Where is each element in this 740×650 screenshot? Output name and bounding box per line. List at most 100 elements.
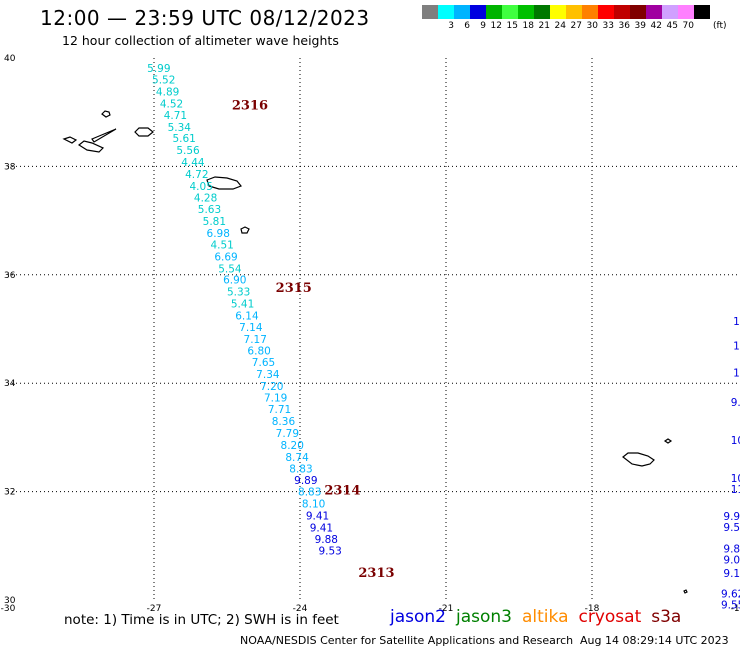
- swh-value: 5.99: [147, 63, 170, 75]
- swh-value: 5.33: [227, 287, 250, 299]
- legend-label: 45: [666, 21, 678, 31]
- swh-value: 5.34: [168, 122, 192, 134]
- legend-swatch: [582, 5, 598, 19]
- swh-value: 5.81: [203, 216, 226, 228]
- legend-label: 36: [618, 21, 630, 31]
- swh-value: 9.41: [306, 510, 329, 522]
- swh-value: 7.20: [260, 381, 283, 393]
- legend-swatch: [438, 5, 454, 19]
- footer-note: note: 1) Time is in UTC; 2) SWH is in fe…: [64, 612, 339, 628]
- partial-track-values: 11 10 11 9.8 10.3 10.411.2 9.979.59 9.819.02 9.1…: [721, 316, 740, 611]
- legend-label: 70: [682, 21, 694, 31]
- swh-value: 11: [733, 367, 740, 379]
- selvagens-island: [683, 589, 688, 594]
- map-grid: [8, 58, 738, 600]
- legend-swatch: [518, 5, 534, 19]
- swh-value: 7.34: [256, 369, 280, 381]
- swh-value: 4.05: [190, 181, 213, 193]
- legend-swatch: [598, 5, 614, 19]
- mission-label-jason2: jason2: [390, 607, 446, 627]
- longitude-tick-label: -24: [293, 604, 308, 614]
- legend-swatch: [550, 5, 566, 19]
- swh-value: 11: [733, 316, 740, 328]
- swh-value: 10.3: [731, 435, 740, 447]
- swh-value: 9.55: [721, 599, 740, 611]
- swh-value: 6.90: [223, 275, 246, 287]
- mission-label-jason3: jason3: [456, 607, 512, 627]
- longitude-tick-label: -30: [1, 604, 16, 614]
- legend-label: 21: [538, 21, 550, 31]
- swh-value: 11.2: [731, 484, 740, 496]
- swh-value: 5.61: [172, 133, 195, 145]
- legend-swatch: [646, 5, 662, 19]
- swh-value: 6.80: [247, 346, 270, 358]
- legend-label: 30: [586, 21, 598, 31]
- swh-value: 9.41: [310, 522, 333, 534]
- swh-value: 4.89: [156, 87, 179, 99]
- legend-swatch: [566, 5, 582, 19]
- swh-value: 9.53: [318, 546, 341, 558]
- swh-value: 4.71: [164, 110, 187, 122]
- legend-swatch: [422, 5, 438, 19]
- swh-value: 4.72: [185, 169, 208, 181]
- legend-swatch: [630, 5, 646, 19]
- legend-label: 39: [634, 21, 646, 31]
- legend-swatch: [454, 5, 470, 19]
- legend-label: 27: [570, 21, 582, 31]
- legend-label: 3: [448, 21, 454, 31]
- legend-unit: (ft): [713, 21, 727, 31]
- swh-value: 7.19: [264, 392, 287, 404]
- axis-tick-labels: -30 -27 -24 -21 -18 -15 40 38 36 34 32 30: [1, 54, 740, 614]
- swh-value: 10: [733, 340, 740, 352]
- swh-value: 5.54: [218, 263, 242, 275]
- longitude-tick-label: -27: [147, 604, 162, 614]
- swh-value: 6.14: [235, 310, 259, 322]
- legend-swatches: [422, 5, 727, 19]
- mission-label-s3a: s3a: [651, 607, 682, 627]
- map-subtitle: 12 hour collection of altimeter wave hei…: [62, 33, 339, 48]
- mission-legend: jason2 jason3 altika cryosat s3a: [390, 607, 681, 627]
- swh-value: 9.62: [721, 588, 740, 600]
- swh-value: 9.97: [723, 511, 740, 523]
- swh-value: 5.63: [198, 204, 221, 216]
- legend-label: 9: [480, 21, 486, 31]
- satellite-track: 5.995.524.894.524.715.345.615.564.444.72…: [147, 63, 342, 558]
- madeira-island: [622, 452, 655, 467]
- pass-time-label: 2314: [324, 484, 360, 499]
- legend-label: 33: [602, 21, 614, 31]
- azores-island-sao-miguel: [206, 176, 242, 190]
- swh-value: 5.56: [176, 145, 200, 157]
- azores-island-2: [134, 127, 154, 137]
- swh-value: 4.44: [181, 157, 205, 169]
- latitude-tick-label: 36: [4, 271, 16, 281]
- legend-label: 42: [650, 21, 662, 31]
- legend-swatch: [678, 5, 694, 19]
- legend-swatch: [534, 5, 550, 19]
- pass-labels: 2316 2315 2314 2313: [232, 99, 395, 581]
- swh-value: 8.36: [272, 416, 296, 428]
- pass-time-label: 2313: [358, 566, 394, 581]
- swh-value: 9.88: [315, 534, 338, 546]
- swh-value: 5.41: [231, 299, 254, 311]
- swh-value: 4.28: [194, 192, 217, 204]
- porto-santo-island: [663, 438, 673, 444]
- swh-value: 7.65: [252, 357, 275, 369]
- coastlines: [62, 110, 688, 594]
- swh-value: 8.83: [298, 487, 321, 499]
- legend-swatch: [470, 5, 486, 19]
- swh-value: 9.59: [723, 522, 740, 534]
- latitude-tick-label: 40: [4, 54, 16, 64]
- mission-label-cryosat: cryosat: [578, 607, 642, 627]
- legend-swatch: [694, 5, 710, 19]
- legend-swatch: [486, 5, 502, 19]
- swh-value: 7.71: [268, 404, 291, 416]
- swh-value: 6.69: [214, 251, 237, 263]
- azores-island-santa-maria: [240, 226, 250, 234]
- latitude-tick-label: 32: [4, 488, 15, 498]
- legend-label: 6: [464, 21, 470, 31]
- swh-value: 4.52: [160, 99, 183, 111]
- azores-island-5: [91, 128, 117, 143]
- legend-swatch: [662, 5, 678, 19]
- legend-swatch: [502, 5, 518, 19]
